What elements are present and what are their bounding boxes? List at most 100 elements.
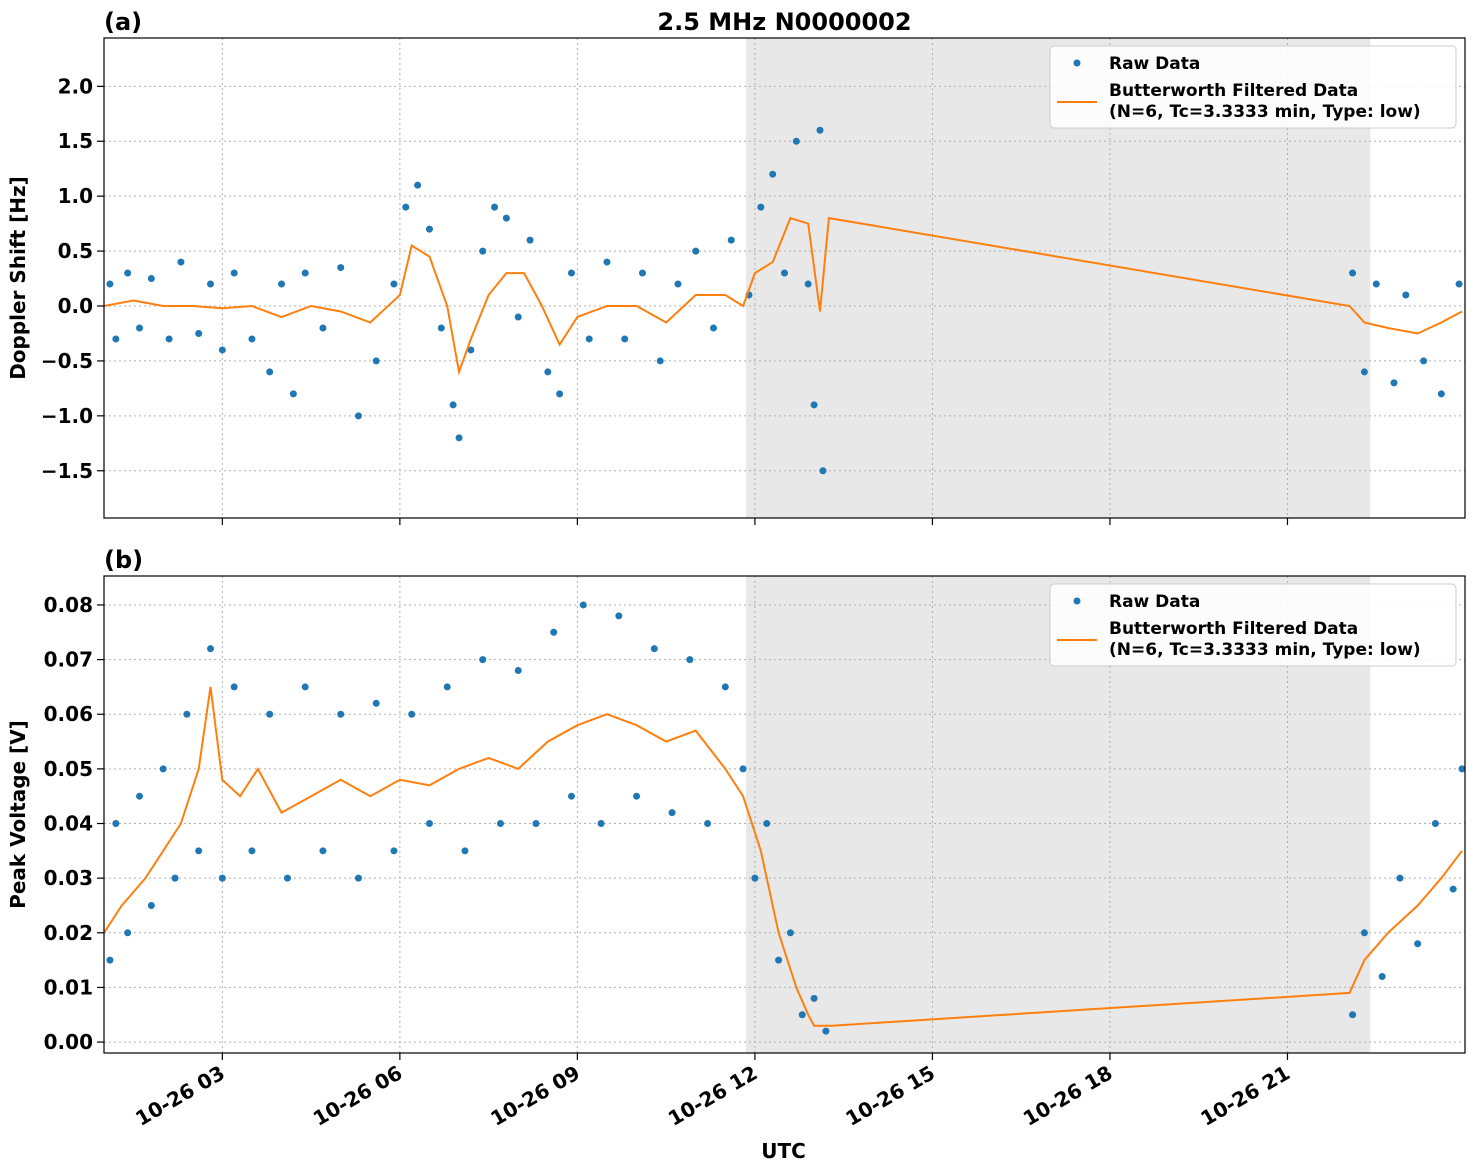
raw-point <box>437 324 445 332</box>
raw-point <box>544 368 552 376</box>
raw-point <box>319 847 327 855</box>
raw-point <box>124 269 132 277</box>
raw-point <box>124 929 132 937</box>
raw-point <box>248 335 256 343</box>
raw-point <box>147 901 155 909</box>
x-tick-label: 10-26 03 <box>131 1061 229 1131</box>
y-tick-label: 0.05 <box>44 757 93 781</box>
raw-point <box>709 324 717 332</box>
raw-point <box>414 181 422 189</box>
raw-point <box>425 820 433 828</box>
y-tick-label: 2.0 <box>58 74 93 98</box>
raw-point <box>727 236 735 244</box>
panel-label: (a) <box>104 8 142 36</box>
legend-label: (N=6, Tc=3.3333 min, Type: low) <box>1109 102 1421 122</box>
y-tick-label: 0.5 <box>58 239 93 263</box>
raw-point <box>390 280 398 288</box>
raw-point <box>585 335 593 343</box>
raw-point <box>1455 280 1463 288</box>
raw-point <box>195 847 203 855</box>
y-tick-label: −1.5 <box>41 459 93 483</box>
raw-point <box>1396 874 1404 882</box>
raw-point <box>337 264 345 272</box>
raw-point <box>218 346 226 354</box>
raw-point <box>603 258 611 266</box>
raw-point <box>1360 929 1368 937</box>
y-tick-label: 0.08 <box>44 593 93 617</box>
y-tick-label: 0.06 <box>44 702 93 726</box>
raw-point <box>804 280 812 288</box>
raw-point <box>443 683 451 691</box>
axes-frame <box>103 37 1466 519</box>
raw-point <box>668 809 676 817</box>
raw-point <box>1349 269 1357 277</box>
plot-area <box>104 601 1465 1035</box>
x-tick-label: 10-26 15 <box>841 1061 939 1131</box>
raw-point <box>479 247 487 255</box>
raw-point <box>1437 390 1445 398</box>
raw-point <box>207 280 215 288</box>
raw-point <box>1414 940 1422 948</box>
legend-label: Butterworth Filtered Data <box>1109 81 1358 101</box>
raw-point <box>147 275 155 283</box>
raw-point <box>810 994 818 1002</box>
raw-point <box>786 929 794 937</box>
raw-point <box>692 247 700 255</box>
raw-point <box>514 313 522 321</box>
raw-point <box>650 645 658 653</box>
raw-point <box>171 874 179 882</box>
raw-point <box>301 269 309 277</box>
raw-point <box>502 214 510 222</box>
raw-point <box>449 401 457 409</box>
raw-point <box>402 203 410 211</box>
legend-label: Raw Data <box>1109 592 1200 612</box>
panel-label: (b) <box>104 546 143 574</box>
raw-point <box>461 847 469 855</box>
y-tick-label: 0.01 <box>44 975 93 999</box>
legend-box <box>1049 45 1457 129</box>
raw-point <box>567 269 575 277</box>
raw-point <box>757 203 765 211</box>
y-tick-label: −1.0 <box>41 404 93 428</box>
raw-point <box>721 683 729 691</box>
raw-point <box>556 390 564 398</box>
raw-point <box>372 357 380 365</box>
raw-point <box>615 612 623 620</box>
raw-point <box>479 656 487 664</box>
raw-point <box>526 236 534 244</box>
raw-point <box>579 601 587 609</box>
raw-point <box>1378 973 1386 981</box>
raw-point <box>769 170 777 178</box>
raw-point <box>775 956 783 964</box>
raw-point <box>230 269 238 277</box>
raw-point <box>106 280 114 288</box>
raw-point <box>532 820 540 828</box>
raw-point <box>1390 379 1398 387</box>
legend-box <box>1049 583 1457 667</box>
legend-marker <box>1073 597 1081 605</box>
raw-point <box>514 667 522 675</box>
raw-point <box>266 368 274 376</box>
raw-point <box>455 434 463 442</box>
raw-point <box>496 820 504 828</box>
y-axis-label: Doppler Shift [Hz] <box>6 176 30 380</box>
raw-point <box>319 324 327 332</box>
raw-point <box>656 357 664 365</box>
raw-point <box>112 335 120 343</box>
raw-point <box>550 628 558 636</box>
raw-point <box>112 820 120 828</box>
raw-point <box>819 467 827 475</box>
raw-point <box>289 390 297 398</box>
filtered-line <box>104 216 1463 376</box>
raw-point <box>781 269 788 277</box>
y-tick-label: 1.0 <box>58 184 93 208</box>
raw-point <box>408 710 416 718</box>
raw-point <box>425 225 433 233</box>
raw-point <box>491 203 499 211</box>
y-tick-label: 0.0 <box>58 294 93 318</box>
y-tick-label: 0.03 <box>44 866 93 890</box>
raw-point <box>704 820 712 828</box>
raw-point <box>283 874 291 882</box>
chart-title: 2.5 MHz N0000002 <box>657 8 911 36</box>
x-axis-label: UTC <box>761 1139 806 1163</box>
